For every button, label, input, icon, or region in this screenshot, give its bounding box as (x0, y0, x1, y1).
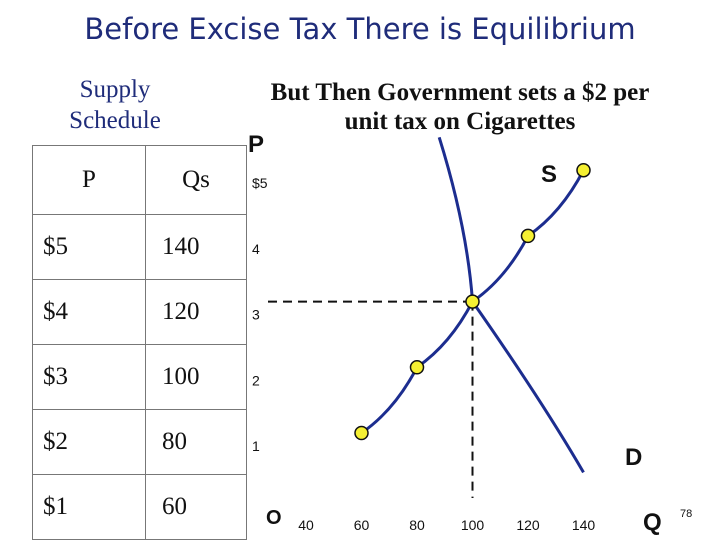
supply-markers (354, 162, 591, 441)
supply-curve-label: S (541, 161, 557, 188)
y-tick-labels: 1 2 3 4 $5 (252, 175, 268, 454)
header-price: P (32, 145, 146, 215)
x-tick-label: 60 (354, 517, 370, 533)
table-cell-price: $4 (32, 279, 146, 345)
supply-point (409, 360, 425, 375)
series-labels: SD (541, 161, 642, 471)
y-tick-label: 2 (252, 372, 260, 388)
x-tick-labels: 40 60 80 100 120 140 (298, 517, 595, 533)
schedule-title: Supply Schedule (69, 76, 161, 134)
table-cell-price: $3 (32, 344, 146, 410)
slide-subtitle: But Then Government sets a $2 per unit t… (270, 79, 650, 135)
table-cell-quantity: 100 (145, 344, 247, 410)
y-tick-label: 3 (252, 307, 260, 323)
supply-point (520, 228, 536, 244)
table-row: $4 120 (32, 279, 247, 345)
supply-point (465, 294, 480, 309)
table-cell-quantity: 80 (145, 409, 247, 475)
table-row: $2 80 (32, 409, 247, 475)
x-tick-label: 140 (572, 517, 596, 533)
x-axis-label: Q (643, 509, 662, 536)
y-tick-label: 1 (252, 438, 260, 454)
x-tick-label: 80 (409, 517, 425, 533)
supply-point (576, 162, 591, 178)
slide-title: Before Excise Tax There is Equilibrium (84, 12, 636, 46)
table-cell-quantity: 60 (145, 474, 247, 540)
y-tick-label: $5 (252, 175, 268, 191)
supply-point (354, 425, 369, 441)
origin-label: O (266, 507, 282, 529)
table-cell-quantity: 120 (145, 279, 247, 345)
table-row: $3 100 (32, 344, 247, 410)
table-cell-price: $2 (32, 409, 146, 475)
x-tick-label: 120 (516, 517, 540, 533)
supply-schedule-table: P Qs $5 140 $4 120 $3 100 $2 80 $1 60 (32, 145, 247, 540)
equilibrium-guides (268, 300, 474, 498)
table-row: $1 60 (32, 474, 247, 540)
x-tick-label: 40 (298, 517, 314, 533)
y-tick-label: 4 (252, 241, 260, 257)
demand-curve-line (437, 136, 585, 474)
table-row: $5 140 (32, 214, 247, 280)
x-tick-label: 100 (461, 517, 485, 533)
y-axis-label: P (248, 131, 264, 158)
table-cell-quantity: 140 (145, 214, 247, 280)
page-number: 78 (680, 508, 693, 520)
demand-curve-label: D (625, 444, 642, 471)
